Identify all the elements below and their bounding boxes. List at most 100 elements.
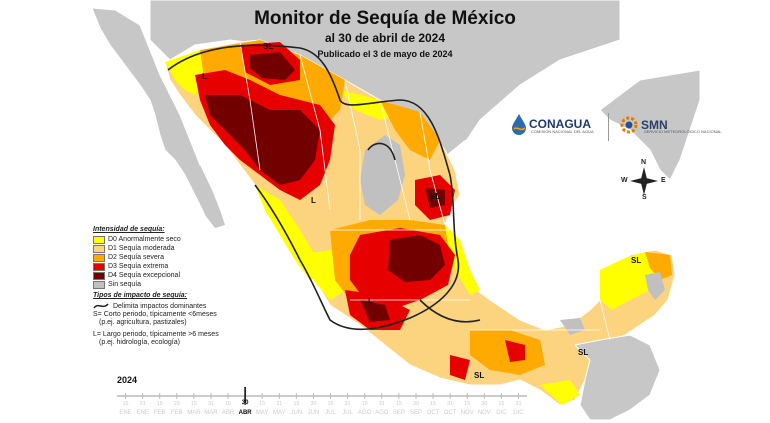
timeline-day-label: 15: [156, 401, 163, 407]
timeline-day-label: 30: [412, 401, 420, 407]
timeline-month-label: NOV: [477, 410, 491, 416]
timeline-month-label: ENE: [136, 410, 149, 416]
legend-row: D4 Sequía excepcional: [93, 271, 263, 280]
smn-logo: SMN SERVICIO METEOROLÓGICO NACIONAL: [617, 113, 722, 137]
no-drought-tabasco: [560, 318, 585, 335]
state-borders: [239, 41, 611, 341]
timeline-month-label: MAR: [204, 410, 218, 416]
timeline-day-label: 15: [464, 401, 471, 407]
legend-short-1: S= Corto periodo, típicamente <6meses: [93, 311, 217, 318]
d4-tamaulipas: [425, 188, 445, 208]
legend-short-2: (p.ej. agricultura, pastizales): [99, 319, 187, 326]
legend-swatch: [93, 271, 105, 280]
legend-line-label: Delimita impactos dominantes: [113, 302, 207, 310]
legend-swatch: [93, 235, 105, 244]
page-title: Monitor de Sequía de México: [254, 8, 516, 29]
timeline-month-label: AGO: [358, 410, 372, 416]
timeline-month-label: MAY: [255, 410, 269, 416]
legend-label: D0 Anormalmente seco: [108, 236, 181, 243]
florida-land: [599, 69, 701, 181]
timeline-year: 2024: [117, 375, 138, 385]
compass-e: E: [661, 177, 666, 184]
timeline: 2024 ENE 15 ENE 31 FEB 15 FEB 29 MAR 15 MAR 31 ABR 15…: [117, 373, 527, 423]
impact-line-icon: [93, 303, 109, 309]
d2-coahuila: [380, 100, 440, 160]
timeline-month-label: OCT: [443, 410, 457, 416]
d3-oaxaca: [505, 340, 525, 362]
logo-divider: [608, 113, 609, 141]
legend-impact-heading: Tipos de impacto de sequía:: [93, 292, 188, 299]
timeline-current-month: ABR: [238, 410, 252, 416]
timeline-day-label: 31: [139, 401, 146, 407]
timeline-month-label: JUL: [325, 410, 336, 416]
compass-s: S: [642, 194, 647, 201]
timeline-day-label: 15: [293, 401, 300, 407]
timeline-month-label: ENE: [119, 410, 132, 416]
timeline-day-label: 31: [276, 401, 283, 407]
legend-label: D3 Sequía extrema: [108, 263, 169, 270]
timeline-month-label: JUN: [307, 410, 320, 416]
timeline-axis: [117, 387, 527, 405]
legend-label: D2 Sequía severa: [108, 254, 165, 261]
legend: Intensidad de sequía: D0 Anormalmente se…: [93, 226, 263, 347]
legend-label: D1 Sequía moderada: [108, 245, 175, 252]
d0-chiapas: [540, 380, 580, 405]
timeline-day-label: 31: [207, 401, 215, 407]
timeline-day-label: 15: [498, 401, 505, 407]
d3-guerrero: [450, 355, 470, 380]
timeline-day-label: 15: [224, 401, 232, 407]
baja-tip: [198, 165, 225, 228]
timeline-day-label: 31: [344, 401, 351, 407]
d4-sonora: [205, 95, 320, 185]
legend-long: L= Largo periodo, típicamente >6 meses (…: [93, 331, 263, 347]
d4-chihuahua: [250, 52, 295, 80]
legend-long-1: L= Largo periodo, típicamente >6 meses: [93, 331, 219, 338]
legend-intensity-heading: Intensidad de sequía:: [93, 226, 165, 233]
timeline-month-label: MAR: [187, 410, 201, 416]
legend-row: Sin sequía: [93, 280, 263, 289]
timeline-day-label: 29: [173, 401, 180, 407]
d2-yucatan-east: [645, 252, 672, 280]
legend-label: Sin sequía: [108, 281, 142, 288]
region-label-l-center: L: [368, 296, 373, 305]
region-label-sl-oaxaca: SL: [474, 371, 485, 380]
d4-center: [388, 235, 445, 282]
timeline-day-label: 15: [395, 401, 402, 407]
legend-row: D0 Anormalmente seco: [93, 235, 263, 244]
timeline-day-label: 30: [310, 401, 317, 407]
smn-subtext: SERVICIO METEOROLÓGICO NACIONAL: [644, 129, 722, 134]
timeline-month-label: MAY: [273, 410, 286, 416]
timeline-day-label: 15: [122, 401, 129, 407]
compass-n: N: [641, 159, 647, 166]
legend-short: S= Corto periodo, típicamente <6meses (p…: [93, 311, 263, 327]
timeline-month-label: FEB: [153, 410, 166, 416]
legend-swatch: [93, 244, 105, 253]
timeline-month-label: OCT: [426, 410, 440, 416]
compass-star-icon: [630, 167, 658, 195]
d0-north: [340, 90, 400, 120]
d0-veracruz: [445, 225, 480, 295]
d0-yucatan: [600, 252, 665, 310]
region-label-sl-yucatan: SL: [631, 256, 642, 265]
no-drought-yucatan: [645, 272, 665, 300]
region-label-sl-ne: SL: [430, 192, 441, 201]
conagua-text: CONAGUA: [529, 117, 591, 131]
conagua-drop-icon: [512, 114, 526, 135]
timeline-day-label: 15: [327, 401, 334, 407]
conagua-logo: CONAGUA COMISIÓN NACIONAL DEL AGUA: [509, 113, 594, 135]
legend-row: D2 Sequía severa: [93, 253, 263, 262]
timeline-day-label: 15: [190, 401, 197, 407]
legend-swatch: [93, 280, 105, 289]
legend-swatch: [93, 253, 105, 262]
published-date: Publicado el 3 de mayo de 2024: [317, 49, 453, 59]
timeline-month-label: ABR: [221, 410, 235, 416]
timeline-month-label: AGO: [375, 410, 389, 416]
smn-text: SMN: [641, 118, 668, 132]
timeline-day-label: 31: [447, 401, 454, 407]
timeline-month-label: SEP: [409, 410, 422, 416]
timeline-day-label: 31: [515, 401, 522, 407]
smn-gear-icon: [620, 116, 638, 134]
legend-line-row: Delimita impactos dominantes: [93, 302, 263, 310]
d2-oaxaca: [470, 330, 545, 375]
